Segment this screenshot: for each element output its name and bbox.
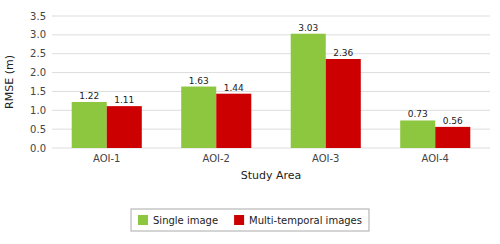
y-tick-label: 0.0 <box>30 143 46 154</box>
y-tick-label: 1.0 <box>30 105 46 116</box>
data-label: 3.03 <box>298 23 318 33</box>
legend-frame <box>131 209 369 231</box>
bar <box>107 106 142 148</box>
y-tick-label: 2.5 <box>30 48 46 59</box>
y-tick-label: 0.5 <box>30 124 46 135</box>
bar <box>400 120 435 148</box>
bar <box>216 94 251 148</box>
data-label: 1.11 <box>114 95 134 105</box>
chart: 0.0 0.5 1.0 1.5 2.0 2.5 3.0 3.5 1.22 1.63 3.03 0.73… <box>0 0 500 244</box>
grid-line <box>52 91 490 92</box>
data-label: 0.73 <box>408 109 428 119</box>
y-axis-label: RMSE (m) <box>3 55 16 109</box>
x-axis-label: Study Area <box>241 169 302 182</box>
y-tick-label: 2.0 <box>30 67 46 78</box>
legend-label: Multi-temporal images <box>249 215 362 226</box>
grid-line <box>52 72 490 73</box>
grid-line <box>52 53 490 54</box>
legend: Single image Multi-temporal images <box>131 209 369 231</box>
data-label: 1.22 <box>79 91 99 101</box>
y-tick-label: 1.5 <box>30 86 46 97</box>
x-tick-label: AOI-2 <box>203 153 230 164</box>
y-tick-label: 3.0 <box>30 29 46 40</box>
x-tick-label: AOI-4 <box>422 153 449 164</box>
bar <box>181 87 216 148</box>
data-label: 1.63 <box>189 76 209 86</box>
grid <box>52 16 490 148</box>
bars <box>72 34 471 148</box>
legend-label: Single image <box>153 215 218 226</box>
data-label: 2.36 <box>333 48 353 58</box>
legend-swatch <box>234 215 244 225</box>
data-label: 1.44 <box>224 83 244 93</box>
x-tick-label: AOI-1 <box>93 153 120 164</box>
data-label: 0.56 <box>443 116 463 126</box>
bar <box>435 127 470 148</box>
grid-line <box>52 34 490 35</box>
x-tick-label: AOI-3 <box>312 153 339 164</box>
bar <box>72 102 107 148</box>
bar <box>291 34 326 148</box>
y-tick-label: 3.5 <box>30 11 46 22</box>
legend-swatch <box>138 215 148 225</box>
grid-line <box>52 16 490 17</box>
bar <box>326 59 361 148</box>
